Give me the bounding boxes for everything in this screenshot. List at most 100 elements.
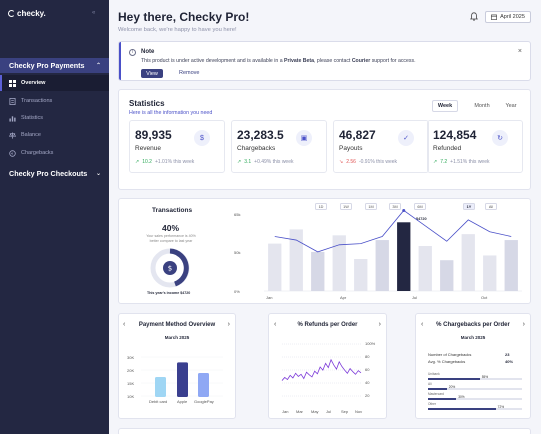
- progress-fill: [428, 398, 457, 400]
- refresh-icon: ↻: [492, 130, 508, 146]
- collapse-sidebar-button[interactable]: «: [92, 10, 96, 16]
- kpi-trend: ↘ 2.56 -0.91% this week: [339, 159, 398, 165]
- transactions-income: This year's income $4720: [147, 291, 191, 295]
- sidebar-item-label: Balance: [21, 132, 41, 138]
- date-picker-button[interactable]: April 2025: [485, 11, 531, 23]
- transactions-donut: $: [150, 248, 190, 288]
- sidebar-item-label: Overview: [21, 80, 46, 86]
- progress-bar: [428, 398, 522, 400]
- sidebar-item-transactions[interactable]: Transactions: [0, 93, 109, 109]
- app-logo[interactable]: checky.: [8, 9, 46, 18]
- payment-method-month: March 2025: [164, 335, 190, 340]
- page-title: Hey there, Checky Pro!: [118, 10, 250, 24]
- sidebar-item-balance[interactable]: Balance: [0, 127, 109, 143]
- sidebar-item-overview[interactable]: Overview: [0, 75, 109, 91]
- kpi-label: Refunded: [433, 145, 462, 152]
- nav-group-payments[interactable]: Checky Pro Payments ⌃: [0, 58, 109, 73]
- stat-value: 23: [505, 352, 510, 357]
- x-tick-label: Nov: [355, 409, 363, 414]
- range-1d-button[interactable]: 1D: [315, 203, 327, 210]
- kpi-trend: ↗ 3.1 +0.49% this week: [237, 159, 294, 165]
- nav-group-checkouts[interactable]: Checky Pro Checkouts ⌄: [0, 166, 109, 181]
- y-tick-label: 100%: [365, 341, 376, 346]
- kpi-value: 23,283.5: [237, 128, 284, 142]
- kpi-label: Chargebacks: [237, 145, 276, 152]
- kpi-payouts[interactable]: 46,827 Payouts ✓ ↘ 2.56 -0.91% this week: [333, 120, 429, 173]
- transactions-bar-chart: [264, 208, 522, 292]
- bar-label: Unibank: [428, 372, 440, 376]
- note-view-button[interactable]: View: [141, 69, 163, 78]
- trend-line: [274, 209, 512, 253]
- y-tick-label: 10K: [127, 394, 135, 399]
- bar-label: Ali: [428, 382, 432, 386]
- progress-bar: [428, 408, 522, 410]
- bar-percent: 72%: [497, 405, 505, 409]
- range-1y-button[interactable]: 1Y: [463, 203, 475, 210]
- calendar-icon: [491, 14, 498, 20]
- svg-text:$: $: [168, 265, 172, 273]
- kpi-refunded[interactable]: 124,854 Refunded ↻ ↗ 7.2 +1.51% this week: [427, 120, 523, 173]
- kpi-trend: ↗ 10.2 +1.01% this week: [135, 159, 195, 165]
- y-tick-label: 40: [365, 380, 370, 385]
- x-tick-label: Apple: [177, 399, 188, 404]
- next-arrow-icon[interactable]: ›: [227, 321, 230, 328]
- sidebar-item-statistics[interactable]: Statistics: [0, 110, 109, 126]
- bell-icon[interactable]: [470, 12, 478, 21]
- transactions-title: Transactions: [152, 207, 193, 214]
- range-6m-button[interactable]: 6M: [414, 203, 426, 210]
- scale-icon: [9, 131, 16, 139]
- y-tick-label: 30K: [127, 355, 135, 360]
- transactions-card: Transactions 40% Your sales performance …: [118, 198, 531, 304]
- x-tick-label: Apr: [340, 295, 347, 300]
- check-badge-icon: ✓: [398, 130, 414, 146]
- payment-method-bar: [198, 373, 209, 397]
- bar-label: Mastercard: [428, 392, 444, 396]
- note-remove-button[interactable]: Remove: [179, 70, 200, 76]
- logo-text: checky.: [17, 9, 46, 18]
- period-week-tab[interactable]: Week: [432, 100, 458, 112]
- payment-method-bar-chart: [141, 356, 223, 397]
- sidebar-item-label: Chargebacks: [21, 150, 54, 156]
- note-title: Note: [141, 49, 155, 55]
- next-arrow-icon[interactable]: ›: [522, 321, 525, 328]
- prev-arrow-icon[interactable]: ‹: [274, 321, 277, 328]
- transaction-bar: [504, 240, 518, 291]
- sidebar-item-chargebacks[interactable]: Chargebacks: [0, 145, 109, 161]
- chevron-up-icon: ⌃: [95, 63, 101, 69]
- chevron-down-icon: ⌄: [95, 171, 101, 177]
- y-tick-label: 15K: [127, 381, 135, 386]
- stat-value: 40%: [505, 359, 514, 364]
- statistics-title: Statistics: [129, 99, 165, 108]
- statistics-subtitle: Here is all the information you need: [129, 110, 213, 116]
- trend-up-icon: ↗: [433, 159, 438, 165]
- progress-bar: [428, 388, 522, 390]
- y-tick-label: 50k: [234, 250, 241, 255]
- prev-arrow-icon[interactable]: ‹: [123, 321, 126, 328]
- next-arrow-icon[interactable]: ›: [378, 321, 381, 328]
- kpi-chargebacks[interactable]: 23,283.5 Chargebacks ▣ ↗ 3.1 +0.49% this w…: [231, 120, 327, 173]
- kpi-value: 124,854: [433, 128, 477, 142]
- sidebar: checky. « Checky Pro Payments ⌃ Overview…: [0, 0, 109, 434]
- y-tick-label: 0%: [234, 289, 240, 294]
- progress-fill: [428, 378, 480, 380]
- kpi-revenue[interactable]: 89,935 Revenue $ ↗ 10.2 +1.01% this week: [129, 120, 225, 173]
- chargebacks-card: ‹ % Chargebacks per Order › March 2025 N…: [415, 313, 531, 419]
- period-month-tab[interactable]: Month: [474, 103, 490, 109]
- range-all-button[interactable]: All: [485, 203, 497, 210]
- progress-fill: [428, 388, 447, 390]
- range-1w-button[interactable]: 1W: [340, 203, 352, 210]
- payment-method-title: Payment Method Overview: [138, 322, 216, 328]
- bar-label: Other: [428, 402, 436, 406]
- close-icon[interactable]: ×: [517, 48, 522, 55]
- prev-arrow-icon[interactable]: ‹: [421, 321, 424, 328]
- range-3m-button[interactable]: 3M: [389, 203, 401, 210]
- y-tick-label: 20: [365, 393, 370, 398]
- x-tick-label: GooglePay: [194, 399, 214, 404]
- period-year-tab[interactable]: Year: [505, 103, 517, 109]
- x-tick-label: Jan: [282, 409, 289, 414]
- sidebar-item-label: Transactions: [21, 98, 53, 104]
- next-card-preview: [118, 428, 531, 434]
- range-1m-button[interactable]: 1M: [365, 203, 377, 210]
- trend-up-icon: ↗: [237, 159, 242, 165]
- bar-percent: 20%: [448, 385, 456, 389]
